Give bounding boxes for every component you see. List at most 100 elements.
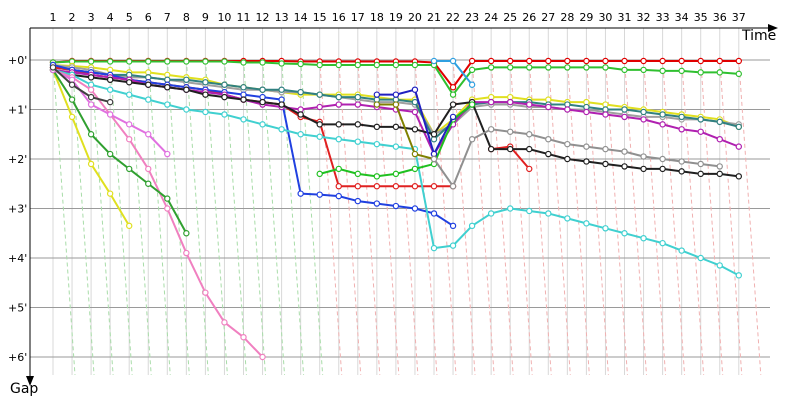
data-point bbox=[678, 158, 685, 165]
data-point bbox=[125, 58, 133, 65]
data-point bbox=[487, 57, 495, 65]
data-point bbox=[106, 86, 114, 93]
data-point bbox=[392, 183, 400, 190]
pit-dash-lap-5 bbox=[128, 59, 152, 376]
data-point bbox=[354, 170, 361, 178]
data-point bbox=[335, 183, 342, 190]
data-point bbox=[259, 353, 266, 361]
data-point bbox=[735, 57, 743, 65]
pit-dash-lap-14 bbox=[300, 59, 324, 376]
data-point bbox=[468, 57, 476, 65]
data-point bbox=[507, 64, 514, 71]
data-point bbox=[583, 158, 590, 165]
gap-label-4: +4' bbox=[8, 252, 27, 265]
pit-stop-dashes bbox=[52, 59, 762, 376]
lap-label-3: 3 bbox=[88, 11, 95, 24]
lap-label-27: 27 bbox=[541, 11, 555, 24]
data-point bbox=[602, 160, 609, 168]
data-point bbox=[240, 334, 247, 341]
data-point bbox=[316, 103, 323, 111]
gap-label-3: +3' bbox=[8, 203, 27, 216]
lap-label-18: 18 bbox=[370, 11, 384, 24]
lap-label-29: 29 bbox=[579, 11, 593, 24]
data-point bbox=[297, 60, 304, 68]
lap-label-25: 25 bbox=[503, 11, 517, 24]
data-point bbox=[449, 242, 457, 249]
data-point bbox=[545, 57, 552, 65]
data-point bbox=[87, 131, 95, 138]
lap-label-23: 23 bbox=[465, 11, 479, 24]
data-point bbox=[411, 98, 419, 106]
data-point bbox=[621, 113, 628, 121]
series-line bbox=[376, 103, 435, 160]
axes: Time Gap bbox=[10, 24, 778, 397]
data-point bbox=[240, 59, 247, 66]
data-point bbox=[373, 140, 381, 148]
lap-label-15: 15 bbox=[313, 11, 327, 24]
data-point bbox=[373, 101, 381, 108]
data-point bbox=[487, 145, 495, 153]
data-point bbox=[507, 98, 514, 106]
data-point bbox=[411, 61, 419, 69]
gap-label-6: +6' bbox=[8, 351, 27, 364]
data-point bbox=[487, 64, 495, 71]
data-point bbox=[297, 111, 304, 118]
data-point bbox=[316, 133, 323, 140]
series-2 bbox=[430, 57, 476, 88]
lap-label-1: 1 bbox=[50, 11, 57, 24]
data-point bbox=[87, 86, 95, 93]
data-point bbox=[430, 183, 438, 190]
data-point bbox=[602, 57, 609, 65]
data-point bbox=[411, 165, 419, 173]
data-point bbox=[221, 111, 228, 118]
data-point bbox=[526, 165, 533, 173]
data-point bbox=[678, 113, 685, 121]
data-point bbox=[602, 64, 609, 71]
lap-label-30: 30 bbox=[598, 11, 612, 24]
series-15 bbox=[49, 64, 114, 106]
data-point bbox=[716, 69, 723, 76]
data-point bbox=[316, 61, 323, 69]
data-point bbox=[411, 86, 419, 93]
data-point bbox=[564, 64, 571, 71]
pit-dash-lap-21 bbox=[433, 59, 457, 376]
data-point bbox=[183, 58, 190, 65]
pit-dash-lap-22 bbox=[452, 59, 476, 376]
pit-dash-lap-15 bbox=[319, 59, 343, 376]
data-point bbox=[68, 81, 76, 88]
data-point bbox=[125, 79, 133, 86]
data-point bbox=[430, 244, 438, 252]
data-point bbox=[354, 93, 361, 101]
data-point bbox=[106, 58, 114, 65]
pit-dash-lap-1 bbox=[52, 59, 76, 376]
pit-dash-lap-34 bbox=[681, 59, 705, 376]
data-point bbox=[583, 57, 590, 65]
data-point bbox=[564, 57, 571, 65]
data-point bbox=[583, 64, 590, 71]
data-point bbox=[297, 190, 304, 197]
pit-dash-lap-35 bbox=[700, 59, 724, 376]
data-point bbox=[354, 197, 361, 205]
data-point bbox=[621, 66, 628, 74]
data-point bbox=[716, 262, 723, 269]
data-point bbox=[202, 91, 209, 98]
data-point bbox=[640, 57, 647, 65]
data-point bbox=[697, 160, 704, 168]
gap-label-1: +1' bbox=[8, 104, 27, 117]
data-point bbox=[259, 121, 266, 128]
data-point bbox=[640, 234, 647, 242]
data-point bbox=[545, 103, 552, 111]
data-point bbox=[164, 205, 171, 212]
data-point bbox=[716, 170, 723, 178]
data-point bbox=[487, 98, 495, 106]
pit-dash-lap-2 bbox=[71, 59, 95, 376]
lap-label-12: 12 bbox=[256, 11, 270, 24]
data-point bbox=[640, 66, 647, 74]
data-point bbox=[564, 155, 571, 163]
data-point bbox=[202, 79, 209, 86]
data-point bbox=[411, 205, 419, 212]
data-point bbox=[468, 81, 476, 88]
data-point bbox=[145, 96, 152, 103]
data-point bbox=[621, 148, 628, 155]
data-point bbox=[297, 88, 304, 96]
